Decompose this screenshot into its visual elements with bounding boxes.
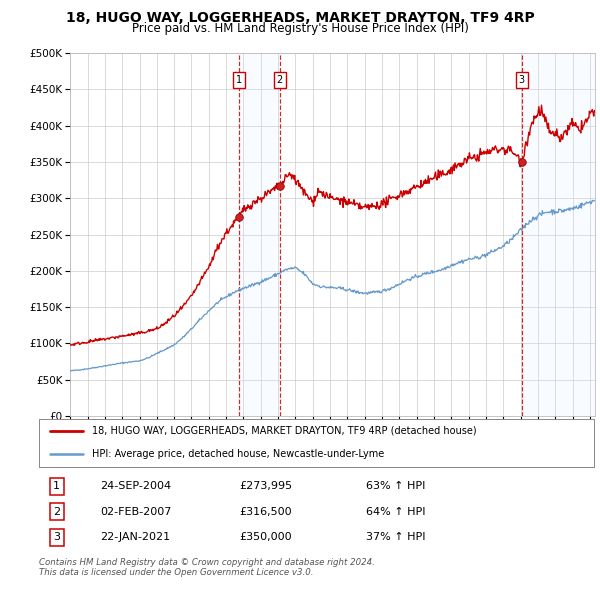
Bar bbox=[239, 53, 280, 416]
Text: 22-JAN-2021: 22-JAN-2021 bbox=[100, 532, 170, 542]
Text: Price paid vs. HM Land Registry's House Price Index (HPI): Price paid vs. HM Land Registry's House … bbox=[131, 22, 469, 35]
Text: 64% ↑ HPI: 64% ↑ HPI bbox=[367, 507, 426, 517]
Text: 37% ↑ HPI: 37% ↑ HPI bbox=[367, 532, 426, 542]
Text: 3: 3 bbox=[518, 75, 525, 85]
Text: Contains HM Land Registry data © Crown copyright and database right 2024.: Contains HM Land Registry data © Crown c… bbox=[39, 558, 375, 566]
Text: 63% ↑ HPI: 63% ↑ HPI bbox=[367, 481, 426, 491]
Text: This data is licensed under the Open Government Licence v3.0.: This data is licensed under the Open Gov… bbox=[39, 568, 314, 576]
Text: 24-SEP-2004: 24-SEP-2004 bbox=[100, 481, 171, 491]
Text: 02-FEB-2007: 02-FEB-2007 bbox=[100, 507, 172, 517]
Bar bbox=[522, 53, 595, 416]
Text: 18, HUGO WAY, LOGGERHEADS, MARKET DRAYTON, TF9 4RP: 18, HUGO WAY, LOGGERHEADS, MARKET DRAYTO… bbox=[65, 11, 535, 25]
Text: 2: 2 bbox=[53, 507, 61, 517]
Text: £316,500: £316,500 bbox=[239, 507, 292, 517]
Text: 2: 2 bbox=[277, 75, 283, 85]
Text: 1: 1 bbox=[53, 481, 60, 491]
Text: 1: 1 bbox=[236, 75, 242, 85]
Text: HPI: Average price, detached house, Newcastle-under-Lyme: HPI: Average price, detached house, Newc… bbox=[92, 449, 384, 459]
Text: £273,995: £273,995 bbox=[239, 481, 292, 491]
Text: £350,000: £350,000 bbox=[239, 532, 292, 542]
Text: 3: 3 bbox=[53, 532, 60, 542]
Text: 18, HUGO WAY, LOGGERHEADS, MARKET DRAYTON, TF9 4RP (detached house): 18, HUGO WAY, LOGGERHEADS, MARKET DRAYTO… bbox=[92, 426, 476, 436]
